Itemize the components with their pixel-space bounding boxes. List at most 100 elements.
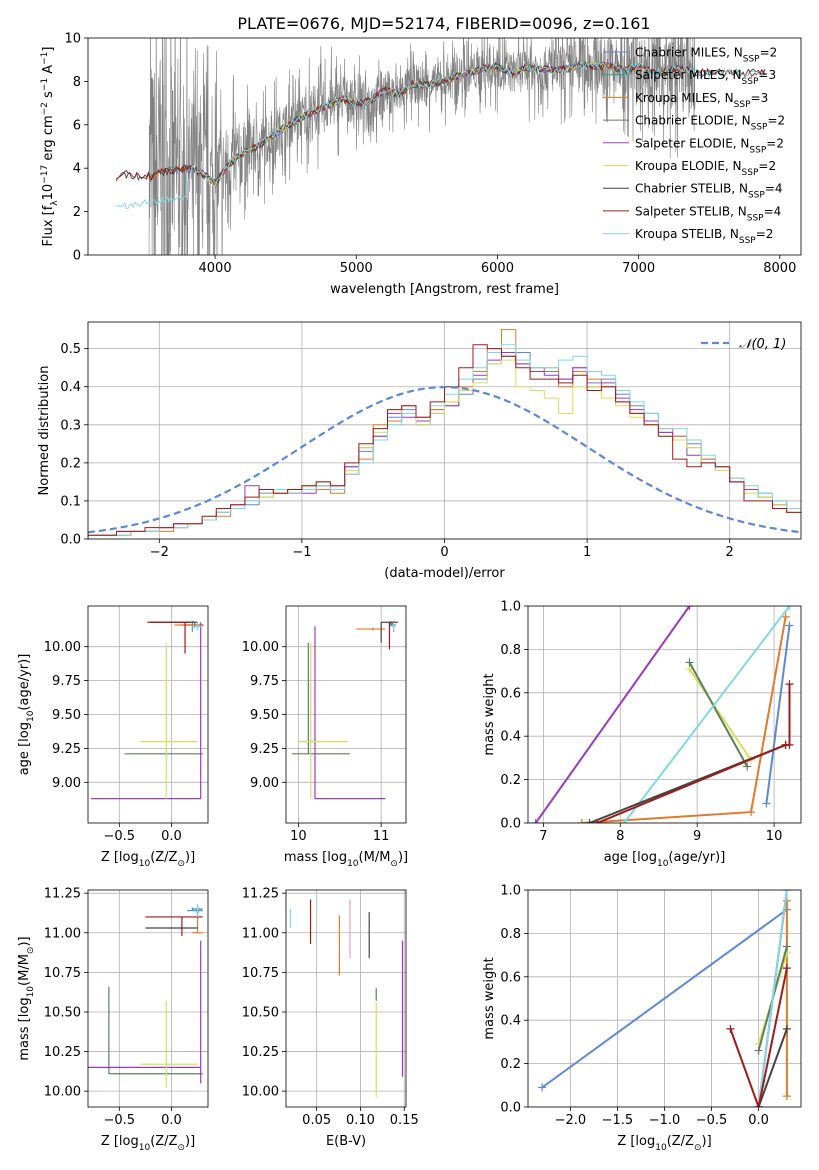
plot-area	[115, 38, 766, 255]
weight-line	[623, 606, 791, 823]
legend-label: Chabrier ELODIE, NSSP=2	[635, 114, 785, 133]
legend-label: Kroupa ELODIE, NSSP=2	[635, 159, 776, 178]
y-tick-label: 0.0	[500, 817, 521, 832]
weight-marker	[538, 1083, 547, 1092]
y-tick-label: 1.0	[500, 884, 521, 899]
weight-marker	[782, 964, 791, 973]
y-tick-label: 0.0	[500, 1101, 521, 1116]
weight-marker	[782, 942, 791, 951]
y-tick-label: 0.2	[500, 773, 521, 788]
y-tick-label: 4	[73, 162, 81, 177]
y-axis-label: mass weight	[482, 957, 497, 1039]
weight-marker	[585, 819, 594, 823]
legend-label: Salpeter STELIB, NSSP=4	[635, 204, 781, 223]
y-tick-label: 2	[73, 205, 81, 220]
y-axis-label: Flux [fλ10−17 erg cm−2 s−1 A−1]	[40, 47, 60, 247]
axes-frame	[527, 889, 802, 1108]
y-tick-label: 10	[64, 32, 81, 47]
plot-area	[88, 322, 801, 539]
y-tick-label: 11.00	[242, 926, 279, 941]
x-tick-label: 4000	[199, 261, 232, 276]
legend-label: Chabrier MILES, NSSP=2	[635, 46, 777, 65]
x-axis-label: age [log10(age/yr)]	[604, 850, 726, 869]
y-tick-label: 0.2	[500, 1057, 521, 1072]
weight-line	[757, 890, 788, 1107]
legend-label: Kroupa MILES, NSSP=3	[635, 91, 768, 110]
plot-area	[528, 890, 801, 1107]
x-tick-label: 0.15	[390, 1113, 419, 1128]
plot-area	[286, 890, 406, 1107]
x-tick-label: 10	[766, 829, 783, 844]
x-tick-label: 11	[373, 829, 390, 844]
y-tick-label: 0.4	[500, 1014, 521, 1029]
weight-marker	[531, 819, 540, 823]
y-tick-label: 10.75	[44, 966, 81, 981]
x-tick-label: 5000	[340, 261, 373, 276]
weight-marker	[785, 680, 794, 689]
weight-line	[688, 661, 749, 768]
y-tick-label: 0.4	[500, 730, 521, 745]
weight-marker	[743, 762, 752, 771]
y-axis-label: mass [log10(M/M⊙)]	[17, 936, 36, 1060]
y-tick-label: 9.00	[52, 776, 81, 791]
y-tick-label: 11.25	[44, 887, 81, 902]
weight-marker	[781, 612, 790, 621]
x-tick-label: 8000	[763, 261, 796, 276]
x-axis-label: Z [log10(Z/Z⊙)]	[617, 1134, 711, 1153]
y-tick-label: 10.50	[44, 1005, 81, 1020]
y-tick-label: 10.25	[44, 1045, 81, 1060]
y-tick-label: 0.6	[500, 970, 521, 985]
y-tick-label: 9.50	[52, 708, 81, 723]
y-tick-label: 0	[73, 249, 81, 264]
x-tick-label: 7	[539, 829, 547, 844]
x-axis-label: (data-model)/error	[384, 566, 505, 581]
y-tick-label: 10.00	[44, 640, 81, 655]
x-tick-label: 9	[693, 829, 701, 844]
y-tick-label: 9.50	[250, 708, 279, 723]
weight-marker	[762, 799, 771, 808]
plot-area	[528, 606, 801, 823]
axes-frame	[87, 321, 802, 540]
weight-marker	[747, 808, 756, 817]
x-tick-label: 0.0	[748, 1113, 769, 1128]
weight-line	[534, 606, 691, 823]
weight-marker	[577, 819, 586, 823]
x-tick-label: 6000	[481, 261, 514, 276]
weight-marker	[754, 1103, 763, 1107]
y-tick-label: 10.00	[44, 1085, 81, 1100]
axes-frame	[87, 37, 802, 256]
y-tick-label: 10.50	[242, 1005, 279, 1020]
y-tick-label: 0.0	[60, 533, 81, 548]
y-tick-label: 0.1	[60, 494, 81, 509]
x-tick-label: 10	[290, 829, 307, 844]
figure-title: PLATE=0676, MJD=52174, FIBERID=0096, z=0…	[237, 14, 650, 33]
panel-age-vs-mass: 10 11 9.00 9.25 9.50 9.75 10.00 mass [log10(M/M…	[242, 605, 408, 869]
legend-label: 𝒩(0, 1)	[739, 337, 786, 352]
y-tick-label: 0.4	[60, 380, 81, 395]
panel-mass-vs-Z: −0.5 0.0 10.00 10.25 10.50 10.75 11.00 11.25 Z […	[17, 887, 209, 1153]
panel-spectrum: 4000 5000 6000 7000 8000 0 2 4 6 8 10 Chabrier MILE…	[40, 32, 802, 297]
axes-frame	[87, 889, 209, 1108]
x-tick-label: −0.5	[104, 1113, 136, 1128]
x-tick-label: −2	[150, 545, 169, 560]
x-tick-label: 0.0	[161, 1113, 182, 1128]
weight-marker	[782, 1024, 791, 1033]
y-tick-label: 10.75	[242, 966, 279, 981]
panel-mass-vs-ebv: 0.05 0.10 0.15 10.00 10.25 10.50 10.75 11.00 11.…	[242, 887, 419, 1149]
plot-area	[88, 890, 208, 1107]
legend-label: Salpeter ELODIE, NSSP=2	[635, 136, 784, 155]
legend-label: Chabrier STELIB, NSSP=4	[635, 182, 783, 201]
weight-marker	[782, 890, 791, 894]
weight-line	[729, 967, 788, 1107]
x-axis-label: E(B-V)	[326, 1134, 366, 1149]
x-tick-label: −0.5	[104, 829, 136, 844]
plot-area	[88, 606, 208, 823]
x-tick-label: −1	[292, 545, 311, 560]
x-tick-label: 0.0	[161, 829, 182, 844]
weight-marker	[593, 819, 602, 823]
y-tick-label: 0.2	[60, 456, 81, 471]
y-tick-label: 9.25	[52, 742, 81, 757]
axes-frame	[87, 605, 209, 824]
x-tick-label: 0.10	[346, 1113, 375, 1128]
